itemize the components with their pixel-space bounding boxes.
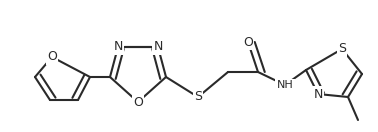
Text: O: O xyxy=(133,95,143,109)
Text: O: O xyxy=(47,51,57,63)
Text: N: N xyxy=(153,41,163,53)
Text: N: N xyxy=(113,41,123,53)
Text: S: S xyxy=(194,91,202,103)
Text: N: N xyxy=(313,88,323,100)
Text: S: S xyxy=(338,43,346,55)
Text: O: O xyxy=(243,36,253,48)
Text: NH: NH xyxy=(277,80,293,90)
